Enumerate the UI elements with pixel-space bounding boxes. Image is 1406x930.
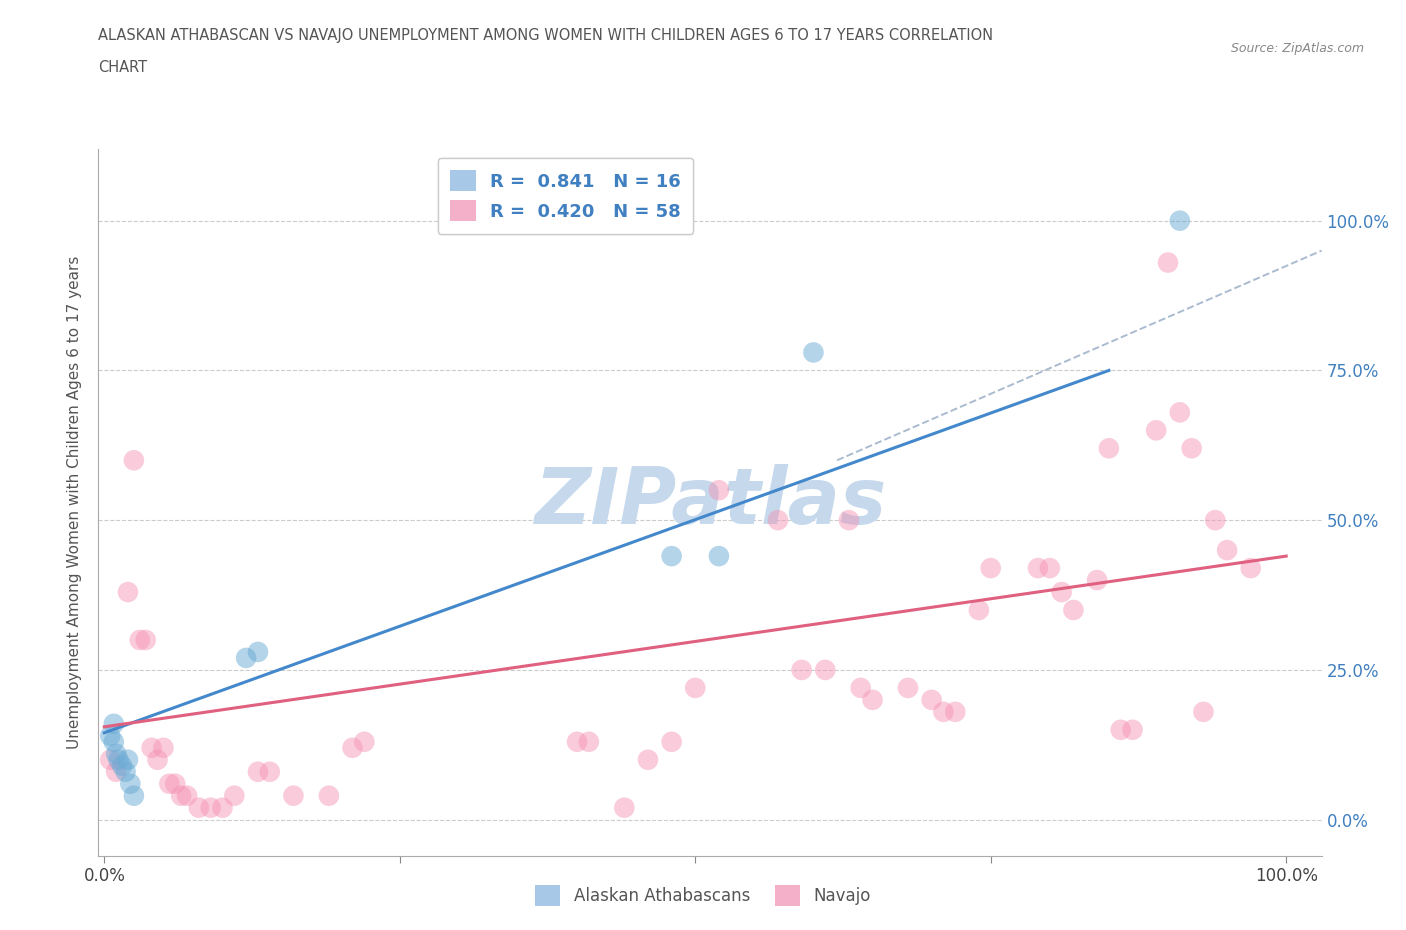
Point: [135, 632, 157, 647]
Point: [98, 728, 121, 743]
Point: [637, 752, 659, 767]
Point: [943, 704, 966, 719]
Point: [1216, 543, 1239, 558]
Point: [157, 777, 180, 791]
Point: [318, 789, 340, 804]
Point: [921, 693, 943, 708]
Point: [980, 561, 1002, 576]
Point: [211, 800, 233, 815]
Point: [103, 735, 125, 750]
Point: [146, 752, 169, 767]
Text: CHART: CHART: [98, 60, 148, 75]
Point: [1026, 561, 1049, 576]
Point: [707, 483, 730, 498]
Text: ALASKAN ATHABASCAN VS NAVAJO UNEMPLOYMENT AMONG WOMEN WITH CHILDREN AGES 6 TO 17: ALASKAN ATHABASCAN VS NAVAJO UNEMPLOYMEN…: [98, 28, 994, 43]
Point: [283, 789, 305, 804]
Point: [259, 764, 281, 779]
Point: [838, 512, 860, 527]
Point: [1204, 512, 1226, 527]
Point: [111, 758, 134, 773]
Point: [117, 585, 139, 600]
Point: [342, 740, 364, 755]
Point: [120, 777, 142, 791]
Point: [565, 735, 588, 750]
Point: [803, 345, 825, 360]
Point: [1050, 585, 1073, 600]
Point: [1098, 441, 1121, 456]
Point: [1039, 561, 1062, 576]
Point: [1122, 723, 1144, 737]
Point: [165, 777, 187, 791]
Point: [661, 735, 683, 750]
Point: [1062, 603, 1084, 618]
Point: [170, 789, 193, 804]
Point: [683, 681, 706, 696]
Point: [114, 764, 136, 779]
Point: [246, 644, 269, 659]
Point: [1157, 255, 1180, 270]
Point: [967, 603, 990, 618]
Point: [1240, 561, 1263, 576]
Point: [814, 662, 837, 677]
Point: [1168, 405, 1191, 419]
Point: [353, 735, 375, 750]
Point: [932, 704, 955, 719]
Point: [187, 800, 209, 815]
Point: [862, 693, 884, 708]
Point: [105, 764, 128, 779]
Legend: R =  0.841   N = 16, R =  0.420   N = 58: R = 0.841 N = 16, R = 0.420 N = 58: [437, 158, 693, 233]
Point: [122, 789, 145, 804]
Text: ZIPatlas: ZIPatlas: [534, 464, 886, 540]
Point: [141, 740, 163, 755]
Point: [117, 752, 139, 767]
Point: [661, 549, 683, 564]
Point: [1144, 423, 1167, 438]
Point: [224, 789, 246, 804]
Point: [578, 735, 600, 750]
Point: [200, 800, 222, 815]
Point: [103, 716, 125, 731]
Point: [849, 681, 872, 696]
Point: [1085, 573, 1108, 588]
Point: [107, 752, 129, 767]
Point: [707, 549, 730, 564]
Point: [613, 800, 636, 815]
Point: [235, 650, 257, 665]
Point: [98, 752, 121, 767]
Point: [122, 453, 145, 468]
Point: [152, 740, 174, 755]
Point: [246, 764, 269, 779]
Point: [1181, 441, 1204, 456]
Point: [1168, 213, 1191, 228]
Point: [790, 662, 813, 677]
Point: [105, 747, 128, 762]
Point: [128, 632, 150, 647]
Point: [897, 681, 920, 696]
Legend: Alaskan Athabascans, Navajo: Alaskan Athabascans, Navajo: [529, 879, 877, 912]
Text: Source: ZipAtlas.com: Source: ZipAtlas.com: [1230, 42, 1364, 55]
Point: [176, 789, 198, 804]
Y-axis label: Unemployment Among Women with Children Ages 6 to 17 years: Unemployment Among Women with Children A…: [67, 256, 83, 749]
Point: [1109, 723, 1132, 737]
Point: [1192, 704, 1215, 719]
Point: [766, 512, 789, 527]
